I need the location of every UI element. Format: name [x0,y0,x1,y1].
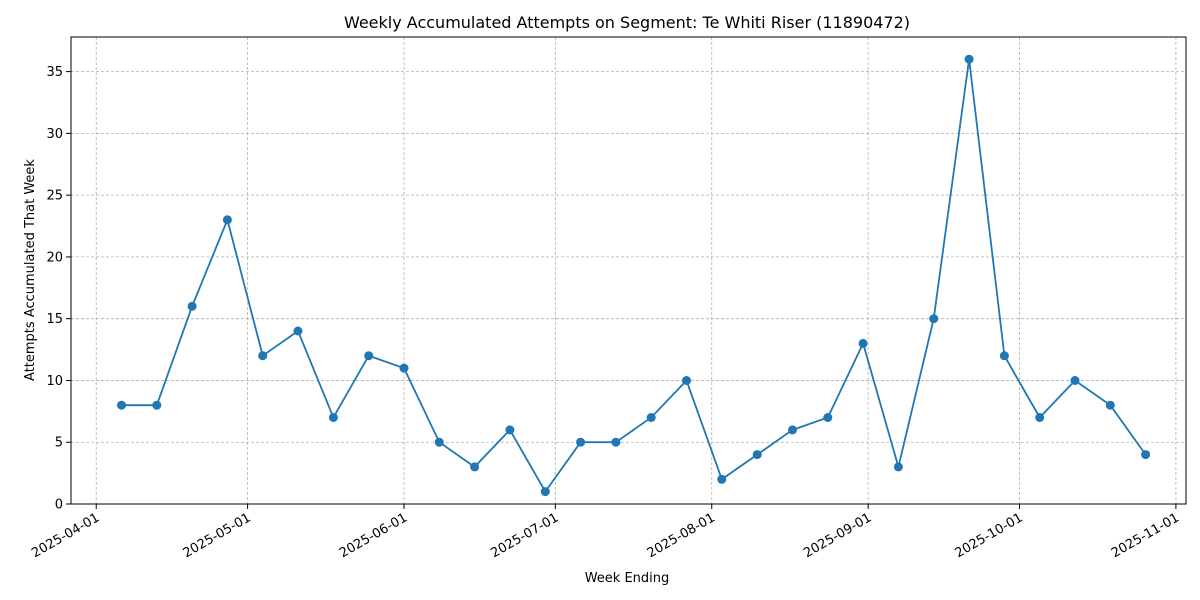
x-tick-label: 2025-06-01 [337,510,410,561]
data-point [1105,400,1115,410]
data-point [576,437,586,447]
data-point [187,301,197,311]
y-tick-label: 20 [46,250,63,265]
data-point [1070,376,1080,385]
y-tick-label: 0 [55,498,63,513]
data-point [752,450,762,460]
x-tick-label: 2025-10-01 [953,510,1026,561]
x-axis-label: Week Ending [585,571,670,586]
data-point [470,462,480,472]
data-point [258,351,268,361]
data-point [717,474,727,484]
data-points [117,54,1151,497]
x-axis-ticks: 2025-04-01 2025-05-01 2025-06-01 2025-07-01… [29,504,1182,561]
data-point [999,351,1009,361]
data-point [964,54,974,64]
y-tick-label: 30 [46,127,63,142]
y-axis-label: Attempts Accumulated That Week [23,159,38,381]
data-point [611,437,621,447]
data-point [682,376,691,385]
y-tick-label: 35 [46,65,63,80]
y-axis-ticks: 0 5 10 15 20 25 30 35 [46,65,71,513]
data-point [788,425,797,435]
data-point [929,314,939,324]
x-tick-label: 2025-04-01 [29,510,102,561]
y-tick-label: 15 [46,312,63,327]
data-point [328,413,338,422]
chart-title: Weekly Accumulated Attempts on Segment: … [344,13,910,32]
x-tick-label: 2025-05-01 [181,510,254,561]
data-point [1141,450,1151,460]
data-point [1035,413,1045,422]
data-point [222,215,232,225]
data-point [117,400,126,410]
series-line [121,59,1147,494]
x-tick-label: 2025-09-01 [801,510,874,561]
data-point [858,338,868,348]
y-tick-label: 10 [46,374,63,389]
data-point [646,413,656,422]
data-point [434,437,444,447]
data-point [399,363,409,373]
data-point [893,462,903,472]
data-point [505,425,515,435]
data-point [364,351,374,361]
grid [71,37,1186,505]
data-point [823,413,833,422]
x-tick-label: 2025-08-01 [645,510,718,561]
data-point [293,326,303,336]
plot-frame [70,36,1187,505]
x-tick-label: 2025-11-01 [1109,510,1182,561]
x-tick-label: 2025-07-01 [488,510,561,561]
y-tick-label: 25 [46,189,63,204]
data-point [152,400,162,410]
y-tick-label: 5 [55,436,63,451]
data-point [540,487,550,497]
